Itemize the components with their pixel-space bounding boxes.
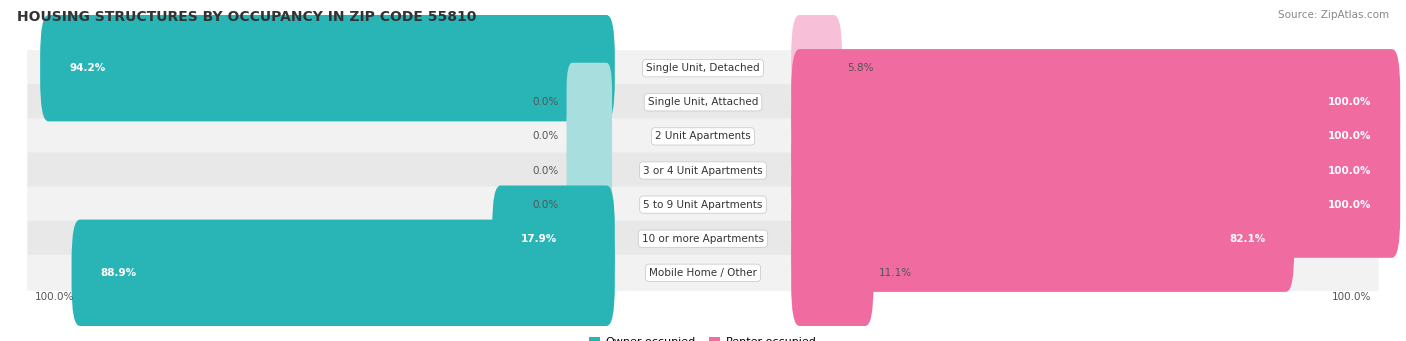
FancyBboxPatch shape — [72, 220, 614, 326]
Text: Source: ZipAtlas.com: Source: ZipAtlas.com — [1278, 10, 1389, 20]
FancyBboxPatch shape — [27, 50, 1379, 86]
FancyBboxPatch shape — [27, 187, 1379, 223]
Text: 5.8%: 5.8% — [848, 63, 875, 73]
FancyBboxPatch shape — [27, 221, 1379, 257]
FancyBboxPatch shape — [792, 83, 1400, 190]
Text: 3 or 4 Unit Apartments: 3 or 4 Unit Apartments — [643, 165, 763, 176]
Text: Single Unit, Detached: Single Unit, Detached — [647, 63, 759, 73]
FancyBboxPatch shape — [567, 63, 612, 142]
Text: 11.1%: 11.1% — [879, 268, 912, 278]
Text: 0.0%: 0.0% — [531, 97, 558, 107]
Text: 17.9%: 17.9% — [522, 234, 557, 244]
FancyBboxPatch shape — [492, 186, 614, 292]
FancyBboxPatch shape — [41, 15, 614, 121]
Text: 94.2%: 94.2% — [69, 63, 105, 73]
FancyBboxPatch shape — [27, 255, 1379, 291]
Legend: Owner-occupied, Renter-occupied: Owner-occupied, Renter-occupied — [585, 332, 821, 341]
Text: 10 or more Apartments: 10 or more Apartments — [643, 234, 763, 244]
FancyBboxPatch shape — [792, 151, 1400, 258]
Text: 100.0%: 100.0% — [1327, 131, 1371, 142]
FancyBboxPatch shape — [567, 97, 612, 176]
Text: 100.0%: 100.0% — [35, 292, 75, 302]
FancyBboxPatch shape — [792, 49, 1400, 155]
Text: 2 Unit Apartments: 2 Unit Apartments — [655, 131, 751, 142]
FancyBboxPatch shape — [27, 152, 1379, 189]
FancyBboxPatch shape — [792, 220, 873, 326]
Text: 100.0%: 100.0% — [1331, 292, 1371, 302]
Text: 82.1%: 82.1% — [1229, 234, 1265, 244]
FancyBboxPatch shape — [567, 165, 612, 244]
Text: 100.0%: 100.0% — [1327, 199, 1371, 210]
FancyBboxPatch shape — [27, 84, 1379, 120]
FancyBboxPatch shape — [567, 131, 612, 210]
Text: 0.0%: 0.0% — [531, 131, 558, 142]
Text: Single Unit, Attached: Single Unit, Attached — [648, 97, 758, 107]
FancyBboxPatch shape — [27, 118, 1379, 154]
Text: 5 to 9 Unit Apartments: 5 to 9 Unit Apartments — [644, 199, 762, 210]
FancyBboxPatch shape — [792, 117, 1400, 224]
Text: 88.9%: 88.9% — [100, 268, 136, 278]
Text: 0.0%: 0.0% — [531, 165, 558, 176]
Text: Mobile Home / Other: Mobile Home / Other — [650, 268, 756, 278]
FancyBboxPatch shape — [792, 15, 842, 121]
Text: HOUSING STRUCTURES BY OCCUPANCY IN ZIP CODE 55810: HOUSING STRUCTURES BY OCCUPANCY IN ZIP C… — [17, 10, 477, 24]
Text: 0.0%: 0.0% — [531, 199, 558, 210]
Text: 100.0%: 100.0% — [1327, 165, 1371, 176]
Text: 100.0%: 100.0% — [1327, 97, 1371, 107]
FancyBboxPatch shape — [792, 186, 1294, 292]
